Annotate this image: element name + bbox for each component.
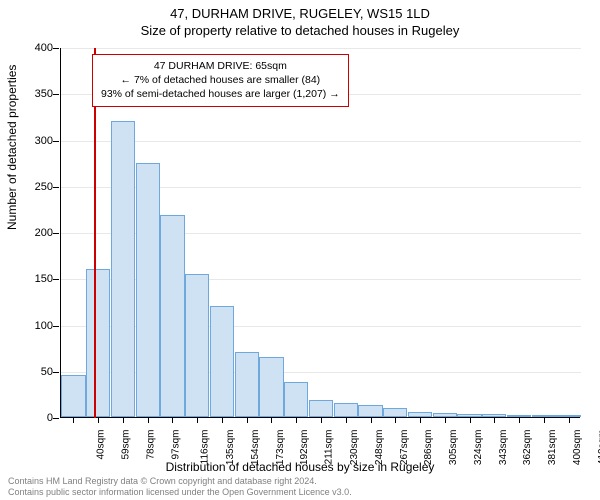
y-tick bbox=[53, 141, 59, 142]
y-tick-label: 100 bbox=[13, 320, 53, 332]
y-tick-label: 350 bbox=[13, 88, 53, 100]
x-tick bbox=[73, 417, 74, 423]
histogram-bar bbox=[136, 163, 160, 417]
y-tick-label: 400 bbox=[13, 42, 53, 54]
histogram-bar bbox=[111, 121, 135, 417]
y-tick-label: 250 bbox=[13, 181, 53, 193]
x-tick bbox=[172, 417, 173, 423]
x-tick-label: 40sqm bbox=[96, 430, 107, 460]
x-tick bbox=[420, 417, 421, 423]
histogram-bar bbox=[61, 375, 85, 417]
page-subtitle: Size of property relative to detached ho… bbox=[0, 21, 600, 38]
histogram-bar bbox=[358, 405, 382, 417]
x-tick bbox=[569, 417, 570, 423]
y-tick bbox=[53, 372, 59, 373]
y-tick bbox=[53, 233, 59, 234]
gridline bbox=[61, 48, 581, 49]
x-tick-label: 59sqm bbox=[121, 430, 132, 460]
y-tick bbox=[53, 418, 59, 419]
histogram-bar bbox=[309, 400, 333, 417]
footer: Contains HM Land Registry data © Crown c… bbox=[8, 476, 352, 498]
x-tick bbox=[470, 417, 471, 423]
y-tick bbox=[53, 48, 59, 49]
y-tick bbox=[53, 326, 59, 327]
y-tick-label: 50 bbox=[13, 366, 53, 378]
y-tick bbox=[53, 94, 59, 95]
histogram-bar bbox=[185, 274, 209, 417]
annotation-line2: ← 7% of detached houses are smaller (84) bbox=[101, 73, 340, 87]
y-tick-label: 300 bbox=[13, 135, 53, 147]
x-tick bbox=[395, 417, 396, 423]
x-tick bbox=[98, 417, 99, 423]
histogram-bar bbox=[86, 269, 110, 417]
histogram-bar bbox=[334, 403, 358, 417]
x-tick bbox=[371, 417, 372, 423]
page-title: 47, DURHAM DRIVE, RUGELEY, WS15 1LD bbox=[0, 0, 600, 21]
y-tick-label: 150 bbox=[13, 273, 53, 285]
histogram-bar bbox=[259, 357, 283, 417]
x-tick-label: 78sqm bbox=[145, 430, 156, 460]
x-tick bbox=[519, 417, 520, 423]
x-tick bbox=[445, 417, 446, 423]
annotation-line1: 47 DURHAM DRIVE: 65sqm bbox=[101, 59, 340, 73]
x-tick bbox=[544, 417, 545, 423]
footer-line2: Contains public sector information licen… bbox=[8, 487, 352, 498]
x-tick bbox=[247, 417, 248, 423]
gridline bbox=[61, 141, 581, 142]
annotation-box: 47 DURHAM DRIVE: 65sqm ← 7% of detached … bbox=[92, 54, 349, 107]
y-tick bbox=[53, 187, 59, 188]
histogram-bar bbox=[210, 306, 234, 417]
histogram-bar bbox=[235, 352, 259, 417]
y-tick bbox=[53, 279, 59, 280]
x-axis-title: Distribution of detached houses by size … bbox=[0, 460, 600, 474]
x-tick bbox=[197, 417, 198, 423]
chart-area: 05010015020025030035040040sqm59sqm78sqm9… bbox=[60, 48, 580, 418]
x-tick bbox=[321, 417, 322, 423]
y-tick-label: 200 bbox=[13, 227, 53, 239]
x-tick-label: 97sqm bbox=[170, 430, 181, 460]
y-tick-label: 0 bbox=[13, 412, 53, 424]
x-tick bbox=[123, 417, 124, 423]
x-tick bbox=[148, 417, 149, 423]
histogram-bar bbox=[284, 382, 308, 417]
x-tick bbox=[222, 417, 223, 423]
x-tick bbox=[494, 417, 495, 423]
x-tick bbox=[271, 417, 272, 423]
x-tick bbox=[296, 417, 297, 423]
footer-line1: Contains HM Land Registry data © Crown c… bbox=[8, 476, 352, 487]
x-tick bbox=[346, 417, 347, 423]
histogram-bar bbox=[160, 215, 184, 417]
annotation-line3: 93% of semi-detached houses are larger (… bbox=[101, 87, 340, 101]
histogram-bar bbox=[383, 408, 407, 417]
